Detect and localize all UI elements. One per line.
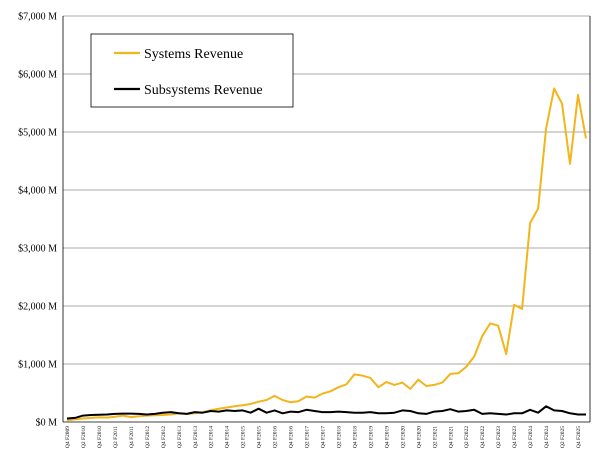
axes: [62, 16, 591, 423]
x-tick-label: Q2 F2024: [528, 426, 534, 448]
x-tick-label: Q2 F2015: [241, 426, 247, 448]
y-tick-label: $4,000 M: [18, 186, 57, 197]
x-tick-label: Q4 F2024: [544, 426, 550, 448]
x-tick-label: Q4 F2020: [416, 426, 422, 448]
x-tick-label: Q2 F2020: [400, 426, 406, 448]
x-tick-label: Q4 F2012: [161, 426, 167, 448]
x-tick-label: Q4 F2009: [65, 426, 71, 448]
x-tick-label: Q4 F2011: [129, 426, 135, 448]
x-tick-label: Q4 F2010: [97, 426, 103, 448]
x-tick-label: Q2 F2011: [113, 426, 119, 448]
x-tick-label: Q2 F2022: [464, 426, 470, 448]
series-lines: [66, 87, 587, 422]
x-tick-label: Q4 F2021: [448, 426, 454, 448]
x-tick-label: Q4 F2022: [480, 426, 486, 448]
x-tick-label: Q4 F2019: [384, 426, 390, 448]
x-tick-label: Q2 F2012: [145, 426, 151, 448]
x-axis-tick-labels: Q4 F2009 Q2 F2010 Q4 F2010 Q2 F2011 Q4 F2011…: [65, 426, 582, 448]
series-line-systems-revenue: [66, 87, 587, 422]
y-tick-label: $5,000 M: [18, 128, 57, 139]
x-tick-label: Q4 F2023: [512, 426, 518, 448]
y-axis-tick-labels: $0 M $1,000 M $2,000 M $3,000 M $4,000 M $5,0…: [18, 12, 57, 429]
x-tick-label: Q4 F2017: [321, 426, 327, 448]
x-tick-label: Q2 F2016: [273, 426, 279, 448]
x-tick-label: Q4 F2016: [289, 426, 295, 448]
x-tick-label: Q4 F2025: [576, 426, 582, 448]
legend-label-systems-revenue: Systems Revenue: [144, 47, 243, 62]
x-tick-label: Q2 F2025: [560, 426, 566, 448]
x-tick-label: Q4 F2013: [193, 426, 199, 448]
x-tick-label: Q4 F2014: [225, 426, 231, 448]
x-tick-label: Q4 F2018: [352, 426, 358, 448]
y-tick-label: $3,000 M: [18, 244, 57, 255]
y-tick-label: $0 M: [36, 418, 58, 429]
y-tick-label: $7,000 M: [18, 12, 57, 23]
x-tick-label: Q2 F2019: [368, 426, 374, 448]
series-line-subsystems-revenue: [66, 405, 586, 420]
y-tick-label: $6,000 M: [18, 70, 57, 81]
x-tick-label: Q4 F2015: [257, 426, 263, 448]
y-tick-label: $1,000 M: [18, 360, 57, 371]
legend-box: [90, 33, 294, 108]
x-tick-label: Q2 F2014: [209, 426, 215, 448]
x-tick-label: Q2 F2013: [177, 426, 183, 448]
x-tick-label: Q2 F2023: [496, 426, 502, 448]
y-tick-label: $2,000 M: [18, 302, 57, 313]
x-tick-label: Q2 F2021: [432, 426, 438, 448]
legend: Systems Revenue Subsystems Revenue: [90, 33, 294, 108]
x-tick-label: Q2 F2018: [336, 426, 342, 448]
legend-label-subsystems-revenue: Subsystems Revenue: [144, 83, 263, 98]
x-tick-label: Q2 F2017: [305, 426, 311, 448]
x-tick-label: Q2 F2010: [81, 426, 87, 448]
